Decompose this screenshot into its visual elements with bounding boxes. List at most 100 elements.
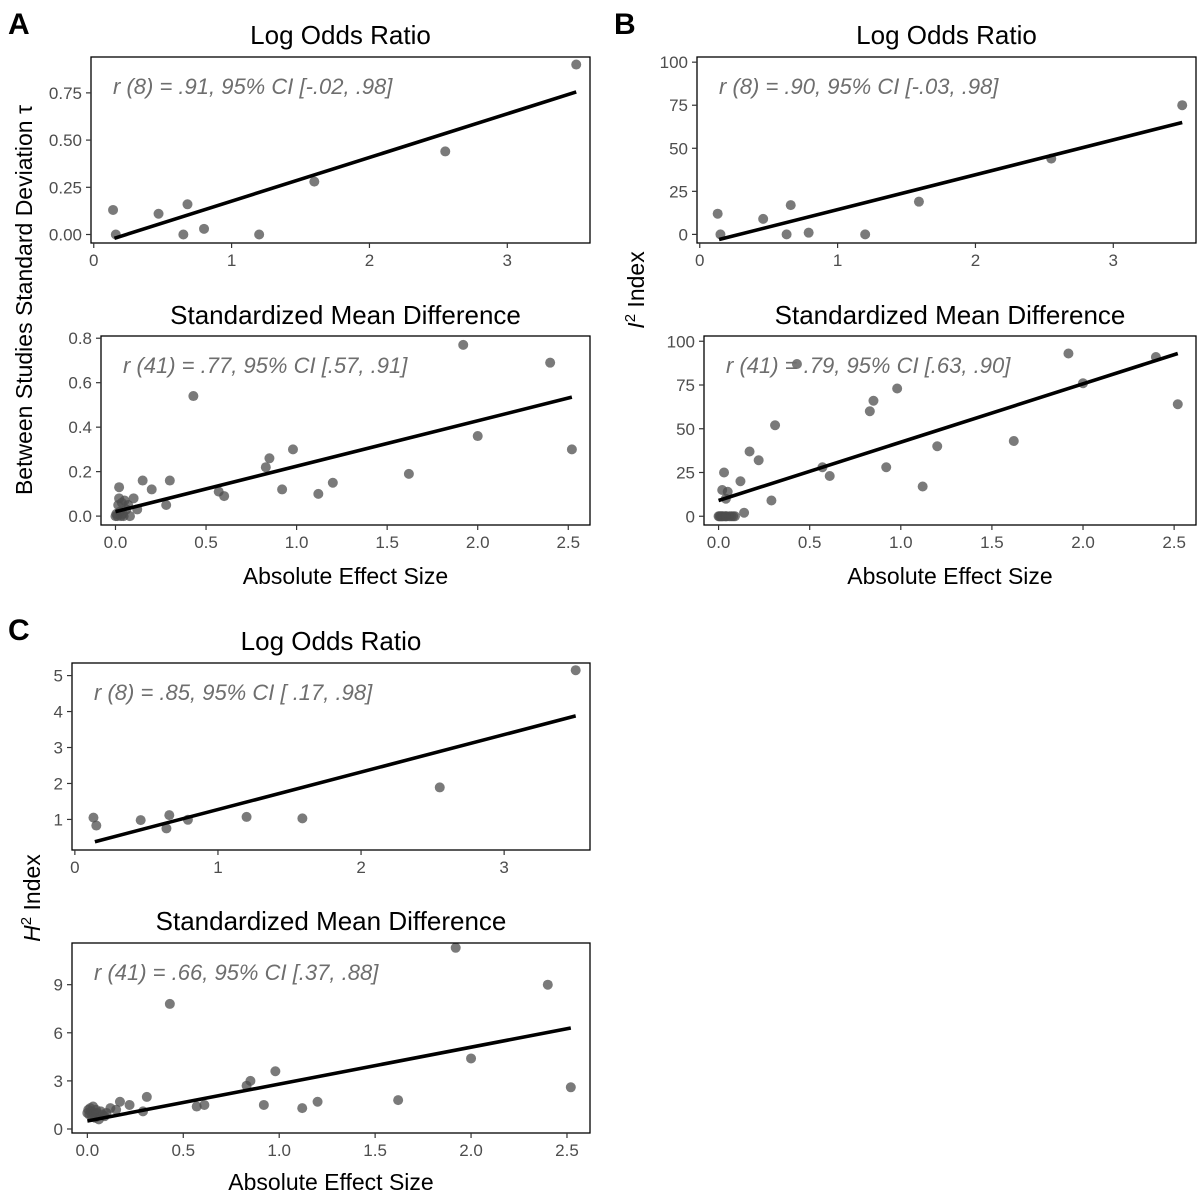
data-point-b-bottom-7 (719, 467, 730, 478)
data-point-a-bottom-21 (188, 391, 199, 402)
data-point-b-top-2 (758, 213, 769, 224)
data-point-c-top-1 (91, 820, 102, 831)
data-point-c-top-3 (161, 823, 172, 834)
data-point-a-bottom-5 (114, 482, 125, 493)
x-tick-label-b-top-2: 2 (971, 251, 980, 270)
data-point-c-top-7 (297, 813, 308, 824)
x-tick-label-c-bottom-2: 1.0 (267, 1141, 291, 1160)
data-point-a-bottom-29 (327, 477, 338, 488)
chart-b-bottom: Standardized Mean Difference r (41) = .79… (667, 300, 1197, 589)
fit-line-a-bottom (115, 395, 573, 514)
x-tick-label-c-top-0: 0 (70, 858, 79, 877)
data-point-c-bottom-19 (124, 1099, 135, 1110)
data-point-b-top-9 (1177, 100, 1188, 111)
data-point-b-bottom-28 (881, 462, 892, 473)
x-tick-label-a-bottom-2: 1.0 (285, 533, 309, 552)
data-point-b-bottom-21 (766, 495, 777, 506)
data-point-c-bottom-32 (450, 943, 461, 953)
data-point-c-bottom-23 (191, 1101, 202, 1112)
data-point-a-bottom-20 (164, 475, 175, 486)
x-tick-label-c-bottom-0: 0.0 (76, 1141, 100, 1160)
x-tick-label-b-bottom-1: 0.5 (798, 533, 822, 552)
ylabel-panel-b: I2 Index (622, 251, 649, 329)
chart-a-bottom: Standardized Mean Difference r (41) = .77… (68, 300, 591, 589)
plot-frame-a-top (90, 56, 591, 244)
data-point-a-bottom-27 (287, 444, 298, 455)
data-point-b-top-5 (803, 227, 814, 238)
ylabel-panel-b-text: Index (623, 251, 649, 314)
x-tick-label-a-top-3: 3 (503, 251, 512, 270)
fit-line-a-top (113, 90, 577, 240)
data-point-b-bottom-36 (1172, 399, 1183, 410)
y-tick-label-b-bottom-3: 75 (676, 376, 695, 395)
panel-letter-a: A (8, 8, 30, 41)
x-axis-label-b-bottom: Absolute Effect Size (847, 563, 1052, 589)
ylabel-panel-b-symbol: I (623, 322, 649, 329)
points-c-bottom (82, 943, 576, 1125)
points-c-top (88, 665, 581, 834)
x-tick-label-a-bottom-5: 2.5 (556, 533, 580, 552)
fit-line-b-top (718, 120, 1183, 242)
data-point-b-bottom-30 (917, 481, 928, 492)
x-axis-label-a-bottom: Absolute Effect Size (243, 563, 448, 589)
x-tick-label-a-bottom-4: 2.0 (466, 533, 490, 552)
data-point-c-top-4 (164, 810, 175, 821)
data-point-a-top-6 (254, 229, 265, 240)
points-b-bottom (713, 348, 1183, 522)
correlation-annotation-a-top: r (8) = .91, 95% CI [-.02, .98] (113, 74, 393, 99)
data-point-a-bottom-25 (264, 453, 275, 464)
data-point-a-top-0 (108, 204, 119, 215)
data-point-b-top-0 (712, 208, 723, 219)
data-point-b-bottom-17 (735, 476, 746, 487)
data-point-a-top-9 (571, 59, 582, 70)
x-tick-label-b-top-3: 3 (1109, 251, 1118, 270)
data-point-c-bottom-35 (565, 1082, 576, 1093)
data-point-b-top-7 (913, 196, 924, 207)
data-point-b-bottom-32 (1008, 436, 1019, 446)
chart-c-bottom: Standardized Mean Difference r (41) = .66… (54, 906, 591, 1195)
data-point-b-bottom-19 (744, 446, 755, 457)
y-tick-label-a-bottom-1: 0.2 (68, 463, 92, 482)
y-tick-label-a-top-3: 0.75 (49, 84, 82, 103)
chart-title-b-bottom: Standardized Mean Difference (775, 300, 1126, 330)
data-point-b-bottom-22 (770, 420, 781, 431)
x-tick-label-c-bottom-3: 1.5 (363, 1141, 387, 1160)
correlation-annotation-b-top: r (8) = .90, 95% CI [-.03, .98] (719, 74, 999, 99)
x-tick-label-a-bottom-3: 1.5 (375, 533, 399, 552)
chart-title-c-bottom: Standardized Mean Difference (156, 906, 507, 936)
data-point-c-bottom-18 (114, 1096, 125, 1107)
y-tick-label-c-bottom-0: 0 (54, 1120, 63, 1139)
y-tick-label-c-bottom-2: 6 (54, 1024, 63, 1043)
data-point-a-top-2 (153, 208, 164, 219)
x-tick-label-b-top-0: 0 (695, 251, 704, 270)
data-point-a-bottom-30 (403, 468, 414, 479)
x-tick-label-a-top-1: 1 (227, 251, 236, 270)
data-point-c-bottom-30 (312, 1096, 323, 1107)
y-tick-label-c-bottom-1: 3 (54, 1072, 63, 1091)
y-tick-label-b-top-1: 25 (669, 182, 688, 201)
data-point-a-bottom-34 (566, 444, 577, 455)
data-point-a-top-8 (440, 146, 451, 157)
data-point-c-bottom-22 (164, 998, 175, 1009)
ylabel-panel-c-symbol: H (19, 925, 45, 942)
y-tick-label-b-top-2: 50 (669, 139, 688, 158)
chart-b-top: Log Odds Ratio r (8) = .90, 95% CI [-.03,… (660, 20, 1197, 270)
plot-frame-a-bottom (100, 335, 591, 526)
data-point-c-bottom-28 (270, 1066, 281, 1077)
y-tick-label-a-bottom-4: 0.8 (68, 329, 92, 348)
data-point-a-bottom-24 (260, 462, 271, 473)
plot-frame-b-top (696, 56, 1197, 244)
chart-title-a-bottom: Standardized Mean Difference (170, 300, 521, 330)
data-point-b-bottom-25 (824, 471, 835, 481)
data-point-a-bottom-15 (128, 493, 139, 504)
data-point-c-bottom-33 (466, 1053, 477, 1064)
correlation-annotation-c-top: r (8) = .85, 95% CI [ .17, .98] (94, 680, 373, 705)
y-tick-label-a-bottom-2: 0.4 (68, 418, 92, 437)
data-point-a-bottom-28 (313, 488, 324, 499)
data-point-a-bottom-17 (137, 475, 148, 486)
y-tick-label-a-bottom-3: 0.6 (68, 374, 92, 393)
x-tick-label-a-bottom-1: 0.5 (194, 533, 218, 552)
x-axis-label-c-bottom: Absolute Effect Size (228, 1169, 433, 1195)
data-point-c-top-6 (241, 811, 252, 822)
